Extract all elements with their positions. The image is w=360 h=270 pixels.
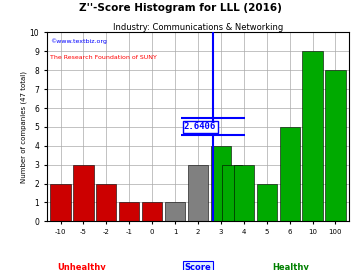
Bar <box>119 202 139 221</box>
Text: 2.6406: 2.6406 <box>184 122 216 131</box>
Bar <box>222 165 242 221</box>
Bar <box>96 184 116 221</box>
Text: The Research Foundation of SUNY: The Research Foundation of SUNY <box>50 55 157 60</box>
Bar <box>234 165 254 221</box>
Text: Healthy: Healthy <box>273 263 310 270</box>
Bar <box>302 51 323 221</box>
Bar <box>165 202 185 221</box>
Text: Score: Score <box>185 263 211 270</box>
Bar <box>257 184 277 221</box>
Bar <box>211 146 231 221</box>
Bar <box>188 165 208 221</box>
Y-axis label: Number of companies (47 total): Number of companies (47 total) <box>20 71 27 183</box>
Text: Unhealthy: Unhealthy <box>57 263 106 270</box>
Bar <box>50 184 71 221</box>
Title: Industry: Communications & Networking: Industry: Communications & Networking <box>113 23 283 32</box>
Text: Z''-Score Histogram for LLL (2016): Z''-Score Histogram for LLL (2016) <box>78 3 282 13</box>
Bar <box>325 70 346 221</box>
Bar <box>280 127 300 221</box>
Bar <box>73 165 94 221</box>
Text: ©www.textbiz.org: ©www.textbiz.org <box>50 38 107 44</box>
Bar <box>142 202 162 221</box>
